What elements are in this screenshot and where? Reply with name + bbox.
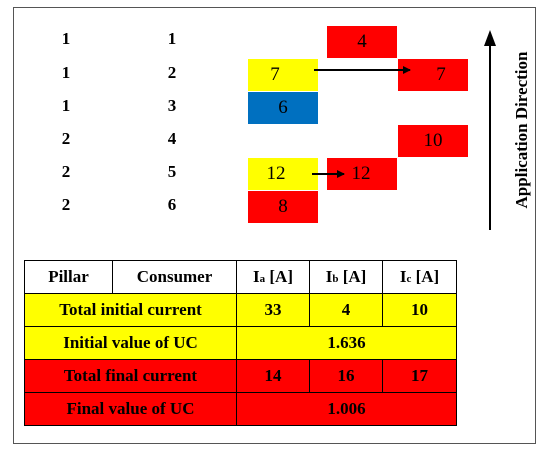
header-ic-sub: c: [406, 273, 412, 285]
cell-r2-phase-c: 7: [398, 59, 468, 91]
total-initial-ia: 33: [236, 293, 310, 327]
header-ib: Ib [A]: [309, 260, 383, 294]
initial-uc-value: 1.636: [236, 326, 457, 360]
application-direction-arrowhead: [484, 30, 496, 46]
header-ia-sub: a: [259, 273, 266, 285]
total-initial-label: Total initial current: [24, 293, 237, 327]
application-direction-label: Application Direction: [512, 51, 531, 209]
summary-table: Pillar Consumer Ia [A] Ib [A] Ic [A] Tot…: [24, 260, 457, 426]
row6-pillar: 2: [61, 195, 71, 214]
header-ib-symbol: I: [325, 267, 333, 286]
cell-r2-phase-a: 7: [248, 59, 318, 91]
total-initial-ib: 4: [309, 293, 383, 327]
header-ia: Ia [A]: [236, 260, 310, 294]
header-ic: Ic [A]: [382, 260, 457, 294]
total-final-ia: 14: [236, 359, 310, 393]
row2-consumer: 2: [167, 63, 177, 82]
row5-consumer: 5: [167, 162, 177, 181]
cell-r1-phase-b: 4: [327, 26, 397, 58]
cell-r3-phase-a: 6: [248, 92, 318, 124]
final-uc-label: Final value of UC: [24, 392, 237, 426]
table-row-final-uc: Final value of UC 1.006: [24, 392, 457, 426]
cell-r2-phase-a-value: 7: [270, 64, 280, 85]
total-final-label: Total final current: [24, 359, 237, 393]
table-row-total-initial: Total initial current 33 4 10: [24, 293, 457, 327]
cell-r4-phase-c: 10: [398, 125, 468, 157]
row1-consumer: 1: [167, 29, 177, 48]
row4-consumer: 4: [167, 129, 177, 148]
header-ia-symbol: I: [253, 267, 260, 286]
cell-r5-phase-b-value: 12: [351, 163, 371, 184]
initial-uc-label: Initial value of UC: [24, 326, 237, 360]
row1-pillar: 1: [61, 29, 71, 48]
final-uc-value: 1.006: [236, 392, 457, 426]
header-ic-symbol: I: [399, 267, 407, 286]
header-ib-sub: b: [332, 273, 339, 285]
table-header-row: Pillar Consumer Ia [A] Ib [A] Ic [A]: [24, 260, 457, 294]
table-row-total-final: Total final current 14 16 17: [24, 359, 457, 393]
cell-r5-phase-a: 12: [248, 158, 318, 190]
row5-pillar: 2: [61, 162, 71, 181]
row4-pillar: 2: [61, 129, 71, 148]
header-consumer: Consumer: [112, 260, 237, 294]
row2-pillar: 1: [61, 63, 71, 82]
total-final-ib: 16: [309, 359, 383, 393]
cell-r6-phase-a: 8: [248, 191, 318, 223]
total-initial-ic: 10: [382, 293, 457, 327]
header-ic-unit: [A]: [411, 267, 440, 286]
cell-r2-phase-c-value: 7: [436, 64, 446, 85]
header-pillar: Pillar: [24, 260, 113, 294]
row3-consumer: 3: [167, 96, 177, 115]
header-ia-unit: [A]: [265, 267, 293, 286]
table-row-initial-uc: Initial value of UC 1.636: [24, 326, 457, 360]
cell-r5-phase-a-value: 12: [266, 163, 286, 184]
header-ib-unit: [A]: [338, 267, 367, 286]
figure-frame: [13, 7, 536, 444]
total-final-ic: 17: [382, 359, 457, 393]
row3-pillar: 1: [61, 96, 71, 115]
row6-consumer: 6: [167, 195, 177, 214]
